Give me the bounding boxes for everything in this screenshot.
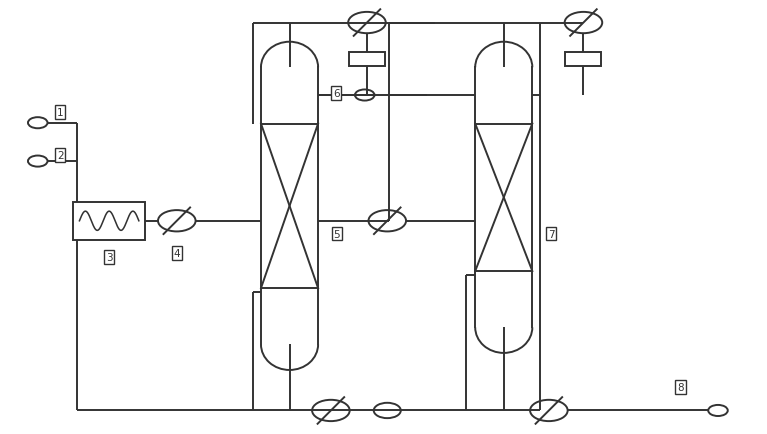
Text: 1: 1 <box>57 108 64 118</box>
Text: 6: 6 <box>333 89 340 99</box>
Text: 5: 5 <box>334 229 341 239</box>
Text: 7: 7 <box>548 229 555 239</box>
Bar <box>74 202 145 240</box>
Text: 2: 2 <box>57 150 64 160</box>
Text: 8: 8 <box>677 382 683 392</box>
Bar <box>565 53 601 67</box>
Text: 4: 4 <box>173 248 180 258</box>
Text: 3: 3 <box>106 253 113 263</box>
Bar <box>349 53 385 67</box>
